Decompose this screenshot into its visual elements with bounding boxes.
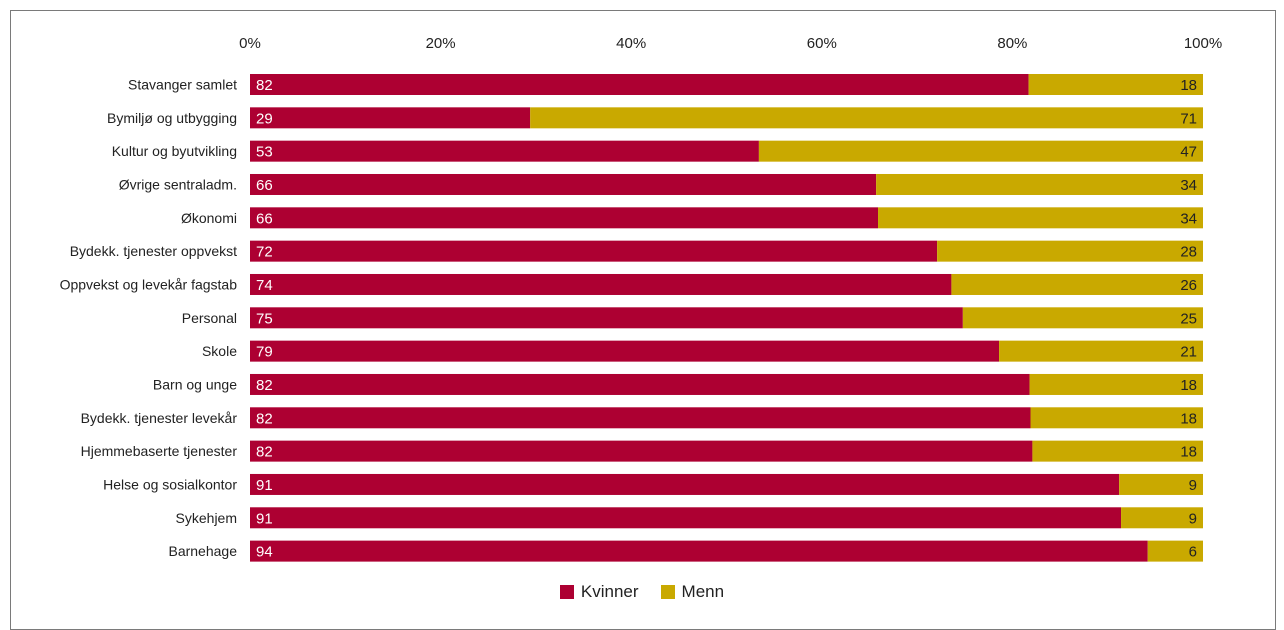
data-label-kvinner: 29: [256, 110, 273, 127]
data-label-menn: 34: [1180, 210, 1197, 227]
x-tick-label: 100%: [1184, 35, 1222, 52]
bar-segment-kvinner: [250, 240, 938, 262]
legend-swatch-kvinner: [559, 585, 574, 599]
category-label: Sykehjem: [176, 510, 237, 526]
data-label-menn: 6: [1189, 544, 1197, 561]
legend-label-menn: Menn: [681, 582, 725, 601]
data-label-menn: 9: [1189, 477, 1197, 494]
data-label-menn: 18: [1180, 444, 1197, 461]
category-label: Kultur og byutvikling: [112, 143, 237, 159]
bar-segment-kvinner: [250, 440, 1033, 462]
bar-segment-menn: [1028, 74, 1203, 95]
data-label-kvinner: 82: [256, 377, 273, 394]
bar-segment-kvinner: [250, 207, 879, 229]
data-label-menn: 21: [1180, 344, 1197, 361]
data-label-kvinner: 75: [256, 310, 273, 327]
data-label-menn: 18: [1180, 377, 1197, 394]
data-label-menn: 28: [1180, 244, 1197, 261]
data-label-kvinner: 91: [256, 510, 273, 527]
bar-segment-menn: [876, 173, 1203, 195]
x-tick-label: 20%: [426, 35, 456, 52]
bar-segment-kvinner: [250, 273, 952, 295]
category-label: Barnehage: [168, 543, 237, 559]
x-tick-label: 40%: [616, 35, 646, 52]
bar-segment-kvinner: [250, 173, 877, 195]
bar-segment-menn: [878, 207, 1203, 229]
legend-item-kvinner: Kvinner: [559, 582, 639, 602]
data-label-menn: 26: [1180, 277, 1197, 294]
bar-segment-menn: [1030, 407, 1203, 429]
data-label-menn: 47: [1180, 144, 1197, 161]
bar-segment-kvinner: [250, 407, 1031, 429]
stacked-bar-chart: 0% 20% 40% 60% 80% 100% Stavanger samlet 82 18 By…: [60, 35, 1222, 562]
x-tick-label: 0%: [239, 35, 261, 52]
data-label-kvinner: 72: [256, 244, 273, 261]
data-label-kvinner: 82: [256, 77, 273, 94]
data-label-menn: 25: [1180, 310, 1197, 327]
data-label-kvinner: 82: [256, 444, 273, 461]
data-label-menn: 18: [1180, 410, 1197, 427]
data-label-kvinner: 66: [256, 210, 273, 227]
bar-segment-kvinner: [250, 74, 1029, 95]
legend-swatch-menn: [660, 585, 675, 599]
category-label: Øvrige sentraladm.: [119, 176, 237, 192]
category-label: Hjemmebaserte tjenester: [81, 443, 238, 459]
bar-segment-kvinner: [250, 107, 531, 129]
category-label: Stavanger samlet: [128, 77, 237, 93]
bar-segment-kvinner: [250, 540, 1148, 562]
bar-segment-menn: [937, 240, 1203, 262]
bar-segment-kvinner: [250, 140, 759, 162]
x-tick-label: 80%: [997, 35, 1027, 52]
bar-segment-menn: [951, 273, 1203, 295]
x-tick-label: 60%: [807, 35, 837, 52]
data-label-kvinner: 74: [256, 277, 273, 294]
bar-segment-kvinner: [250, 473, 1120, 495]
legend: Kvinner Menn: [0, 582, 1284, 602]
bar-segment-menn: [999, 340, 1203, 362]
bar-segment-kvinner: [250, 507, 1122, 529]
data-label-menn: 34: [1180, 177, 1197, 194]
bar-segment-kvinner: [250, 307, 963, 329]
category-label: Barn og unge: [153, 376, 237, 392]
data-label-menn: 18: [1180, 77, 1197, 94]
category-label: Bydekk. tjenester oppvekst: [70, 243, 237, 259]
bar-segment-menn: [530, 107, 1203, 129]
category-label: Skole: [202, 343, 237, 359]
legend-item-menn: Menn: [660, 582, 725, 602]
bar-segment-menn: [758, 140, 1203, 162]
data-label-kvinner: 82: [256, 410, 273, 427]
category-label: Økonomi: [181, 210, 237, 226]
data-label-kvinner: 91: [256, 477, 273, 494]
bar-segment-menn: [1121, 507, 1203, 529]
legend-label-kvinner: Kvinner: [580, 582, 639, 601]
bar-segment-menn: [962, 307, 1203, 329]
category-label: Oppvekst og levekår fagstab: [60, 276, 238, 292]
bar-segment-kvinner: [250, 373, 1030, 395]
bar-segment-menn: [1147, 540, 1203, 562]
data-label-menn: 9: [1189, 510, 1197, 527]
data-label-kvinner: 66: [256, 177, 273, 194]
category-label: Bydekk. tjenester levekår: [81, 410, 238, 426]
category-label: Personal: [182, 310, 237, 326]
data-label-kvinner: 94: [256, 544, 273, 561]
bar-segment-kvinner: [250, 340, 1000, 362]
data-label-menn: 71: [1180, 110, 1197, 127]
bar-segment-menn: [1032, 440, 1203, 462]
category-label: Helse og sosialkontor: [103, 476, 237, 492]
data-label-kvinner: 79: [256, 344, 273, 361]
category-label: Bymiljø og utbygging: [107, 110, 237, 126]
bar-segment-menn: [1029, 373, 1203, 395]
bar-segment-menn: [1119, 473, 1203, 495]
data-label-kvinner: 53: [256, 144, 273, 161]
